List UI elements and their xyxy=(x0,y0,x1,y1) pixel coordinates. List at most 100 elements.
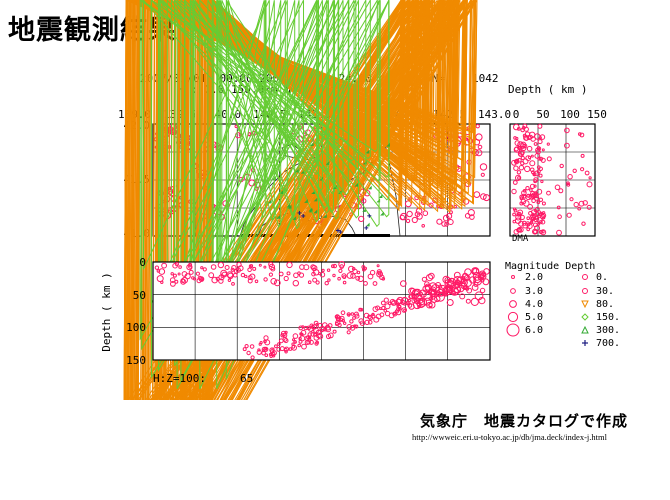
section-hypocenter xyxy=(300,332,304,337)
depth-panel-point xyxy=(588,176,592,180)
section-hypocenter xyxy=(372,306,379,313)
section-hypocenter xyxy=(431,284,440,293)
epicenter-deep xyxy=(166,0,318,318)
depth-panel-point xyxy=(533,170,540,177)
section-hypocenter xyxy=(292,333,299,339)
count-value: 1042 xyxy=(472,72,499,85)
legend-magnitude-symbol xyxy=(511,275,515,279)
section-hypocenter xyxy=(246,350,251,356)
section-hypocenter xyxy=(297,343,302,348)
depth-panel-point xyxy=(566,212,572,218)
section-hypocenter xyxy=(221,271,228,278)
legend-items: 2.0 3.0 4.0 5.0 6.0 0. 30. 80. 150. 300. 700. xyxy=(506,272,620,349)
map-epicenters xyxy=(123,0,490,400)
depth-panel-point xyxy=(512,180,518,185)
section-hypocenter xyxy=(426,301,433,309)
section-hypocenter xyxy=(247,278,253,284)
epicenter-shallow xyxy=(414,195,420,201)
depth-panel-point xyxy=(525,221,531,227)
epicenter-intermediate xyxy=(164,0,406,400)
section-hypocenter xyxy=(315,280,320,285)
section-hypocenter xyxy=(283,338,289,344)
depth-panel-point xyxy=(564,127,570,134)
section-hypocenter xyxy=(252,266,257,271)
section-hypocenter xyxy=(174,262,179,267)
section-hypocenter xyxy=(384,303,391,310)
depth-panel-point xyxy=(586,181,593,188)
section-hypocenter xyxy=(299,264,305,270)
depth-panel-point xyxy=(528,193,535,200)
depth-panel-point xyxy=(527,155,532,159)
epicenter-deeper xyxy=(365,222,370,227)
section-ylabel: Depth ( km ) xyxy=(100,272,113,351)
epicenter-deeper xyxy=(380,211,384,216)
section-hypocenter xyxy=(191,276,195,280)
section-hypocenter xyxy=(338,317,343,322)
section-hypocenter xyxy=(424,281,430,287)
epicenter-shallow xyxy=(447,219,454,225)
depth-panel-point xyxy=(533,142,538,146)
section-hypocenter xyxy=(332,263,337,269)
section-hypocenter xyxy=(339,315,345,322)
legend-depth-symbol xyxy=(581,300,589,309)
section-hypocenter xyxy=(258,263,262,267)
section-hypocenter xyxy=(293,340,297,344)
depth-panel-point xyxy=(564,142,570,149)
legend-depth-label: 30. xyxy=(596,286,614,297)
depth-panel-point xyxy=(537,139,543,145)
depth-panel-point xyxy=(535,206,540,212)
epicenter-deep xyxy=(225,0,380,380)
section-hypocenter xyxy=(396,296,404,304)
epicenter-shallow xyxy=(467,209,475,217)
section-hypocenter xyxy=(478,270,487,278)
section-depth-tick-label: 150 xyxy=(126,354,146,367)
legend-magnitude-symbol xyxy=(510,288,516,294)
section-hypocenter xyxy=(457,284,465,293)
section-hypocenter xyxy=(321,268,325,272)
depth-panel-point xyxy=(514,140,521,147)
legend-depth-symbol xyxy=(581,313,589,321)
section-hypocenter xyxy=(335,320,341,326)
section-hypocenter xyxy=(400,297,409,306)
section-hypocenter xyxy=(348,265,355,273)
section-hypocenter xyxy=(474,291,484,301)
section-hypocenter xyxy=(478,297,486,305)
depth-panel-point xyxy=(522,123,528,129)
section-hypocenter xyxy=(346,324,353,330)
depth-panel-point xyxy=(581,221,586,226)
legend-title: Magnitude Depth xyxy=(505,261,595,272)
depth-panel-point xyxy=(541,148,545,152)
legend-magnitude-label: 4.0 xyxy=(525,299,543,310)
depth-panel-point xyxy=(511,188,517,195)
depth-top-tick-label: 150 xyxy=(587,108,607,121)
depth-panel-point xyxy=(530,190,536,197)
section-hypocenter xyxy=(273,279,281,287)
section-hypocenter xyxy=(218,278,224,284)
epicenter-shallow xyxy=(463,198,470,205)
section-hypocenter xyxy=(247,275,253,281)
section-hypocenter xyxy=(401,307,408,313)
depth-panel-point xyxy=(533,179,538,184)
epicenter-deeper xyxy=(279,190,283,195)
section-hypocenter xyxy=(435,292,445,302)
depth-panel-point xyxy=(531,198,536,203)
epicenter-deeper xyxy=(365,149,370,154)
section-hypocenter xyxy=(375,313,382,320)
depth-top-tick-label: 50 xyxy=(536,108,549,121)
section-hypocenter xyxy=(334,315,338,319)
section-hypocenter xyxy=(292,280,299,287)
section-hypocenter xyxy=(381,277,386,281)
section-hypocenter xyxy=(276,347,282,352)
section-hypocenter xyxy=(312,277,318,283)
depth-panel-point xyxy=(512,219,517,224)
section-hypocenter xyxy=(379,307,383,311)
depth-panel-points xyxy=(511,123,593,236)
section-hypocenter xyxy=(327,278,331,282)
scale-ratio-label: H:Z=100: xyxy=(153,372,206,385)
depth-panel-point xyxy=(556,229,562,236)
depth-panel-point xyxy=(519,201,524,206)
legend-depth-label: 0. xyxy=(596,272,608,283)
section-hypocenter xyxy=(353,311,359,317)
section-hypocenter xyxy=(451,284,461,293)
section-hypocenter xyxy=(331,264,335,269)
